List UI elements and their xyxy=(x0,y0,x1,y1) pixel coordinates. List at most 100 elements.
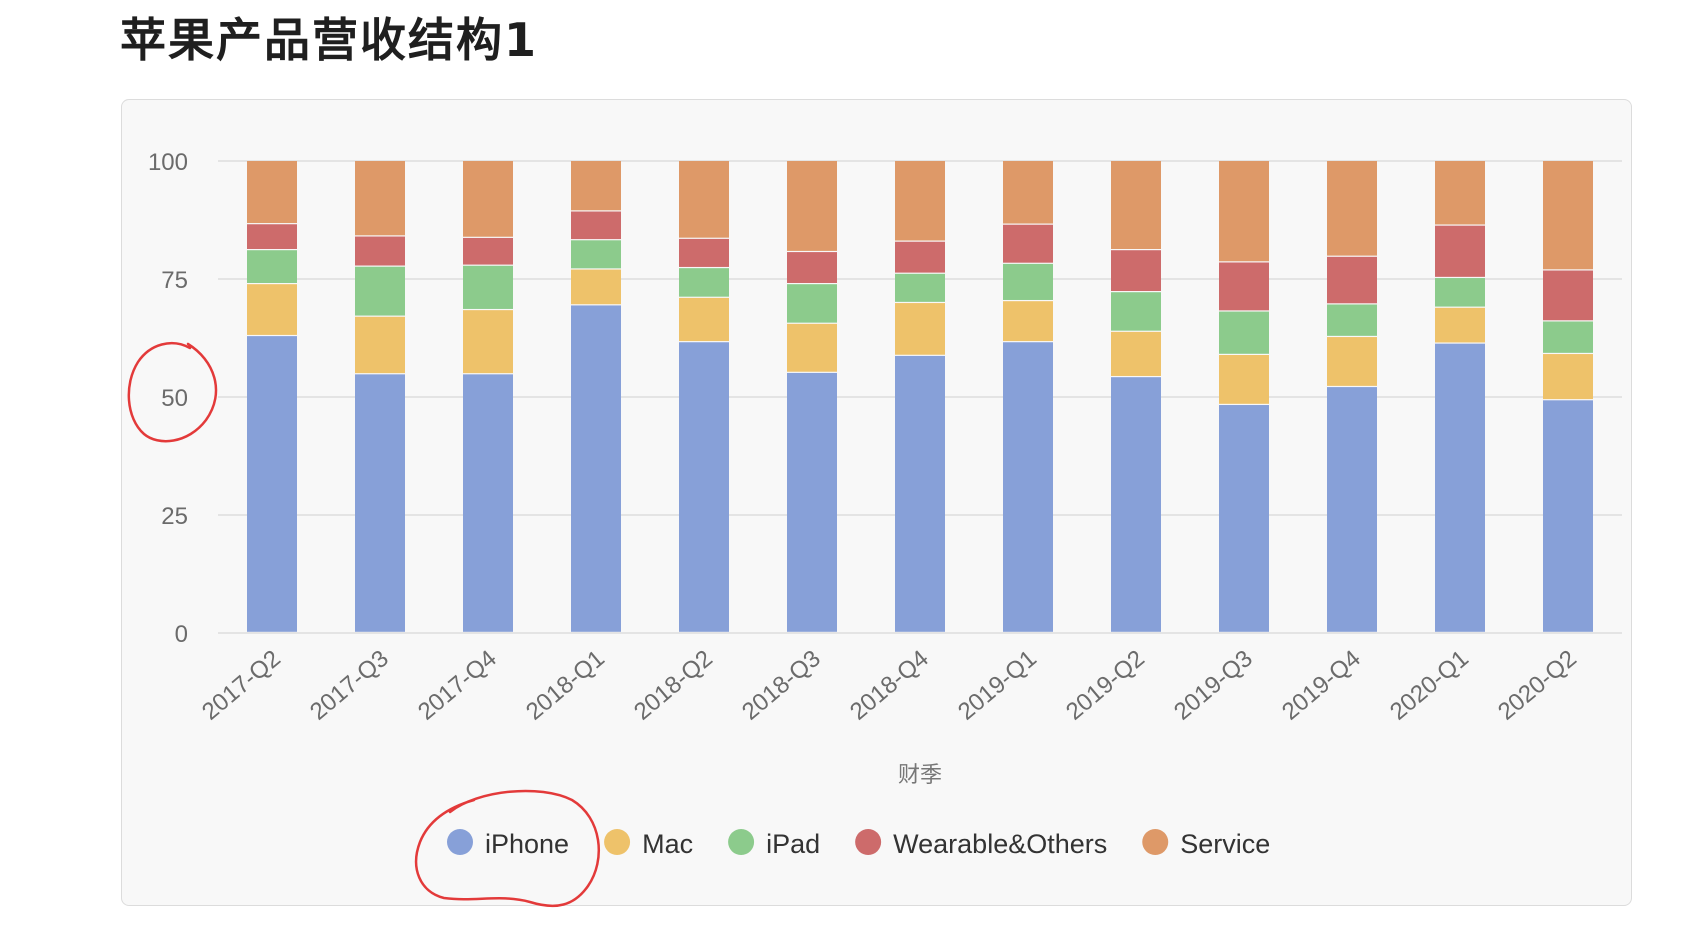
legend-label[interactable]: Service xyxy=(1180,829,1270,859)
bar-segment[interactable] xyxy=(247,224,297,250)
x-tick-label: 2020-Q1 xyxy=(1385,645,1474,726)
bar-segment[interactable] xyxy=(1111,250,1161,292)
bar-segment[interactable] xyxy=(1435,225,1485,277)
bar-segment[interactable] xyxy=(1327,161,1377,256)
bar-segment[interactable] xyxy=(1543,354,1593,400)
bar-segment[interactable] xyxy=(895,241,945,273)
bar-segment[interactable] xyxy=(679,268,729,297)
bar-segment[interactable] xyxy=(895,355,945,632)
x-tick-label: 2020-Q2 xyxy=(1493,645,1582,726)
bar-segment[interactable] xyxy=(1543,161,1593,270)
x-tick-label: 2017-Q2 xyxy=(197,645,286,726)
y-axis-ticks: 0 25 50 75 100 xyxy=(148,149,188,648)
bar-segment[interactable] xyxy=(571,211,621,240)
bar-segment[interactable] xyxy=(1219,354,1269,404)
bar-segment[interactable] xyxy=(895,161,945,241)
bar-segment[interactable] xyxy=(463,374,513,632)
page-title: 苹果产品营收结构1 xyxy=(120,13,539,67)
annotation-circle-legend-iphone xyxy=(414,789,600,908)
bar-segment[interactable] xyxy=(1003,263,1053,300)
bar-segment[interactable] xyxy=(1435,278,1485,307)
bar-segment[interactable] xyxy=(1327,387,1377,632)
bar-segment[interactable] xyxy=(1111,161,1161,250)
x-tick-label: 2019-Q1 xyxy=(953,645,1042,726)
bar-segment[interactable] xyxy=(571,161,621,211)
bar-segment[interactable] xyxy=(571,240,621,269)
bar-segment[interactable] xyxy=(1327,256,1377,304)
bar-segment[interactable] xyxy=(679,342,729,632)
bar-segment[interactable] xyxy=(1435,161,1485,225)
bar-segment[interactable] xyxy=(1003,224,1053,263)
x-axis-ticks: 2017-Q2 2017-Q3 2017-Q4 2018-Q1 2018-Q2 2018-… xyxy=(197,645,1582,726)
bar-segment[interactable] xyxy=(787,372,837,632)
bar-segment[interactable] xyxy=(1219,262,1269,311)
legend-marker[interactable] xyxy=(855,829,882,855)
bar-segment[interactable] xyxy=(247,284,297,335)
bar-segment[interactable] xyxy=(679,297,729,342)
annotation-circle-y-tick xyxy=(127,341,218,443)
x-tick-label: 2019-Q3 xyxy=(1169,645,1258,726)
bar-segment[interactable] xyxy=(1219,405,1269,632)
bar-segment[interactable] xyxy=(463,161,513,237)
bar-segment[interactable] xyxy=(895,303,945,355)
y-tick-label: 75 xyxy=(161,267,188,294)
bar-segment[interactable] xyxy=(1543,321,1593,353)
bar-segment[interactable] xyxy=(1327,337,1377,386)
bar-segment[interactable] xyxy=(787,252,837,283)
x-tick-label: 2017-Q3 xyxy=(305,645,394,726)
bar-segment[interactable] xyxy=(355,236,405,266)
bar-segment[interactable] xyxy=(787,284,837,323)
bar-segment[interactable] xyxy=(247,336,297,632)
bar-segment[interactable] xyxy=(1219,311,1269,354)
bar-segment[interactable] xyxy=(1543,400,1593,632)
bar-segment[interactable] xyxy=(895,273,945,302)
legend-label[interactable]: iPhone xyxy=(485,829,569,859)
bar-segment[interactable] xyxy=(787,161,837,251)
bar-segment[interactable] xyxy=(463,310,513,374)
bar-segment[interactable] xyxy=(463,265,513,309)
x-tick-label: 2018-Q1 xyxy=(521,645,610,726)
legend: iPhone Mac iPad Wearable&Others Service xyxy=(447,829,1270,859)
bar-series xyxy=(247,161,1593,632)
bar-segment[interactable] xyxy=(1435,307,1485,343)
bar-segment[interactable] xyxy=(1111,331,1161,376)
legend-marker[interactable] xyxy=(604,829,631,855)
x-tick-label: 2019-Q4 xyxy=(1277,645,1366,726)
legend-label[interactable]: Mac xyxy=(642,829,693,859)
bar-segment[interactable] xyxy=(1111,377,1161,632)
bar-segment[interactable] xyxy=(1327,304,1377,336)
x-tick-label: 2019-Q2 xyxy=(1061,645,1150,726)
y-tick-label: 100 xyxy=(148,149,188,176)
bar-segment[interactable] xyxy=(679,238,729,267)
x-axis-label: 财季 xyxy=(898,763,942,788)
bar-segment[interactable] xyxy=(1003,301,1053,342)
legend-marker[interactable] xyxy=(728,829,755,855)
bar-segment[interactable] xyxy=(247,250,297,283)
bar-segment[interactable] xyxy=(355,374,405,632)
bar-segment[interactable] xyxy=(1543,270,1593,321)
bar-segment[interactable] xyxy=(355,161,405,236)
bar-segment[interactable] xyxy=(1111,292,1161,331)
legend-marker[interactable] xyxy=(1142,829,1169,855)
legend-label[interactable]: Wearable&Others xyxy=(893,829,1107,859)
bar-segment[interactable] xyxy=(571,305,621,632)
x-tick-label: 2018-Q3 xyxy=(737,645,826,726)
bar-segment[interactable] xyxy=(1219,161,1269,262)
bar-segment[interactable] xyxy=(1435,343,1485,632)
legend-marker[interactable] xyxy=(447,829,473,855)
y-tick-label: 0 xyxy=(175,621,188,648)
x-tick-label: 2018-Q2 xyxy=(629,645,718,726)
x-tick-label: 2017-Q4 xyxy=(413,645,502,726)
y-tick-label: 50 xyxy=(161,385,188,412)
bar-segment[interactable] xyxy=(1003,342,1053,632)
bar-segment[interactable] xyxy=(1003,161,1053,224)
bar-segment[interactable] xyxy=(463,237,513,265)
bar-segment[interactable] xyxy=(787,323,837,372)
bar-segment[interactable] xyxy=(355,266,405,316)
legend-label[interactable]: iPad xyxy=(766,829,820,859)
bar-segment[interactable] xyxy=(679,161,729,238)
bar-segment[interactable] xyxy=(247,161,297,224)
bar-segment[interactable] xyxy=(571,269,621,305)
bar-segment[interactable] xyxy=(355,316,405,374)
